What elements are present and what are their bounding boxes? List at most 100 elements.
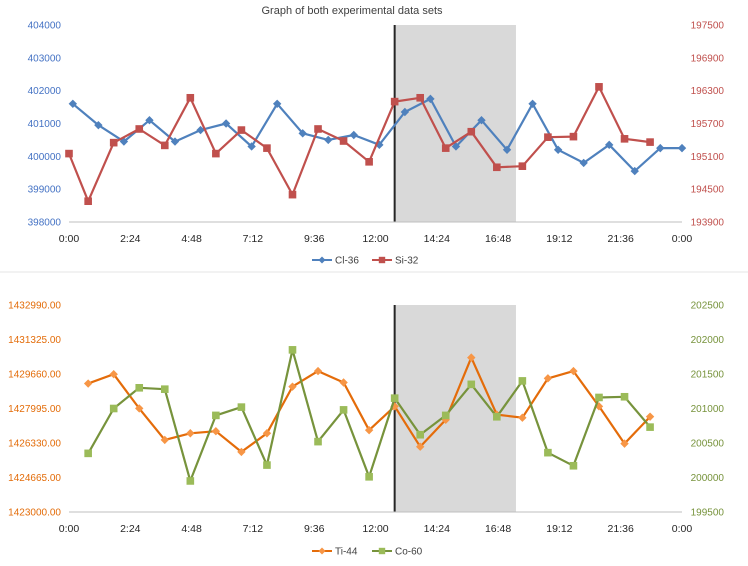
- data-point: [237, 403, 246, 411]
- data-point: [646, 423, 654, 431]
- data-point: [569, 132, 578, 141]
- data-point: [170, 137, 180, 146]
- x-axis-tick-label: 12:00: [362, 233, 388, 245]
- left-axis-tick-label: 403000: [28, 53, 62, 64]
- data-point: [237, 447, 246, 457]
- data-point: [528, 99, 537, 108]
- series-group: [83, 346, 655, 485]
- right-axis-tick-label: 196900: [691, 53, 725, 64]
- left-axis-tick-label: 1423000.00: [8, 508, 61, 519]
- data-point: [426, 94, 435, 104]
- data-point: [83, 379, 93, 388]
- data-point: [145, 116, 154, 125]
- right-axis-tick-label: 195700: [691, 119, 725, 130]
- right-axis: 193900 194500 195100 195700 196300 196900 1975…: [691, 21, 725, 229]
- data-point: [109, 404, 118, 413]
- x-axis-tick-label: 7:12: [243, 523, 264, 535]
- chart-top: Graph of both experimental data sets 398…: [28, 5, 725, 267]
- data-point: [477, 116, 486, 125]
- data-point: [364, 425, 374, 435]
- series-line-cl-36: [72, 97, 682, 173]
- data-point: [579, 158, 588, 168]
- data-point: [441, 411, 450, 420]
- left-axis-tick-label: 401000: [28, 119, 62, 130]
- data-point: [416, 430, 424, 439]
- data-point: [263, 461, 271, 469]
- data-point: [247, 142, 256, 151]
- x-axis-tick-label: 4:48: [181, 523, 202, 535]
- data-point: [196, 125, 205, 135]
- data-point: [339, 378, 348, 387]
- data-point: [646, 138, 654, 146]
- data-point: [544, 448, 552, 457]
- left-axis: 398000 399000 400000 401000 402000 403000 4040…: [28, 21, 62, 229]
- data-point: [212, 149, 220, 158]
- left-axis-tick-label: 1431325.00: [8, 335, 61, 346]
- left-axis: 1423000.00 1424665.00 1426330.00 1427995.00…: [8, 301, 61, 519]
- left-axis-tick-label: 1426330.00: [8, 439, 61, 450]
- data-point: [68, 99, 78, 108]
- data-point: [365, 158, 373, 166]
- left-axis-tick-label: 1429660.00: [8, 370, 61, 381]
- legend-marker: [378, 256, 386, 264]
- data-point: [349, 130, 358, 140]
- data-point: [493, 412, 501, 421]
- x-axis: 0:00 2:24 4:48 7:12 9:36 12:00 14:24 16:48 19:12…: [59, 523, 693, 535]
- x-axis-tick-label: 7:12: [243, 233, 264, 245]
- data-point: [493, 163, 501, 172]
- legend-label: Cl-36: [335, 256, 359, 267]
- data-point: [677, 143, 687, 153]
- data-point: [365, 473, 373, 481]
- data-point: [620, 135, 629, 143]
- series-group: [65, 83, 687, 206]
- x-axis: 0:00 2:24 4:48 7:12 9:36 12:00 14:24 16:48 19:12…: [59, 233, 693, 245]
- x-axis-tick-label: 16:48: [485, 233, 511, 245]
- data-point: [288, 382, 297, 391]
- left-axis-tick-label: 1427995.00: [8, 404, 61, 415]
- right-axis-tick-label: 194500: [691, 185, 725, 196]
- x-axis-tick-label: 14:24: [424, 523, 450, 535]
- data-point: [109, 370, 118, 379]
- data-point: [298, 129, 307, 138]
- right-axis-tick-label: 196300: [691, 86, 725, 97]
- data-point: [84, 197, 92, 206]
- data-point: [620, 439, 629, 448]
- data-point: [314, 125, 322, 133]
- right-axis-tick-label: 200500: [691, 439, 725, 450]
- data-point: [324, 135, 333, 145]
- data-point: [400, 107, 410, 117]
- data-point: [467, 127, 476, 136]
- right-axis-tick-label: 197500: [691, 21, 725, 32]
- data-point: [65, 149, 73, 158]
- legend-marker: [318, 256, 326, 264]
- data-point: [518, 413, 527, 422]
- data-point: [451, 142, 461, 151]
- x-axis-tick-label: 0:00: [59, 233, 80, 245]
- data-point: [314, 437, 322, 446]
- left-axis-tick-label: 400000: [28, 152, 62, 163]
- x-axis-tick-label: 9:36: [304, 233, 325, 245]
- data-point: [645, 412, 655, 421]
- legend: Ti-44 Co-60: [312, 547, 423, 558]
- highlight-region: [394, 25, 516, 222]
- data-point: [630, 166, 639, 176]
- data-point: [339, 137, 348, 145]
- data-point: [186, 477, 195, 485]
- data-point: [502, 145, 512, 154]
- data-point: [339, 406, 348, 414]
- x-axis-tick-label: 0:00: [672, 233, 693, 245]
- data-point: [211, 426, 221, 436]
- x-axis-tick-label: 4:48: [181, 233, 202, 245]
- data-point: [135, 125, 144, 133]
- data-point: [620, 392, 629, 401]
- data-point: [544, 133, 552, 141]
- right-axis-tick-label: 199500: [691, 508, 725, 519]
- data-point: [390, 97, 399, 106]
- series-line-ti-44: [87, 356, 651, 453]
- data-point: [262, 429, 272, 438]
- right-axis-tick-label: 201500: [691, 370, 725, 381]
- data-point: [84, 449, 92, 458]
- x-axis-tick-label: 9:36: [304, 523, 325, 535]
- data-point: [518, 377, 527, 385]
